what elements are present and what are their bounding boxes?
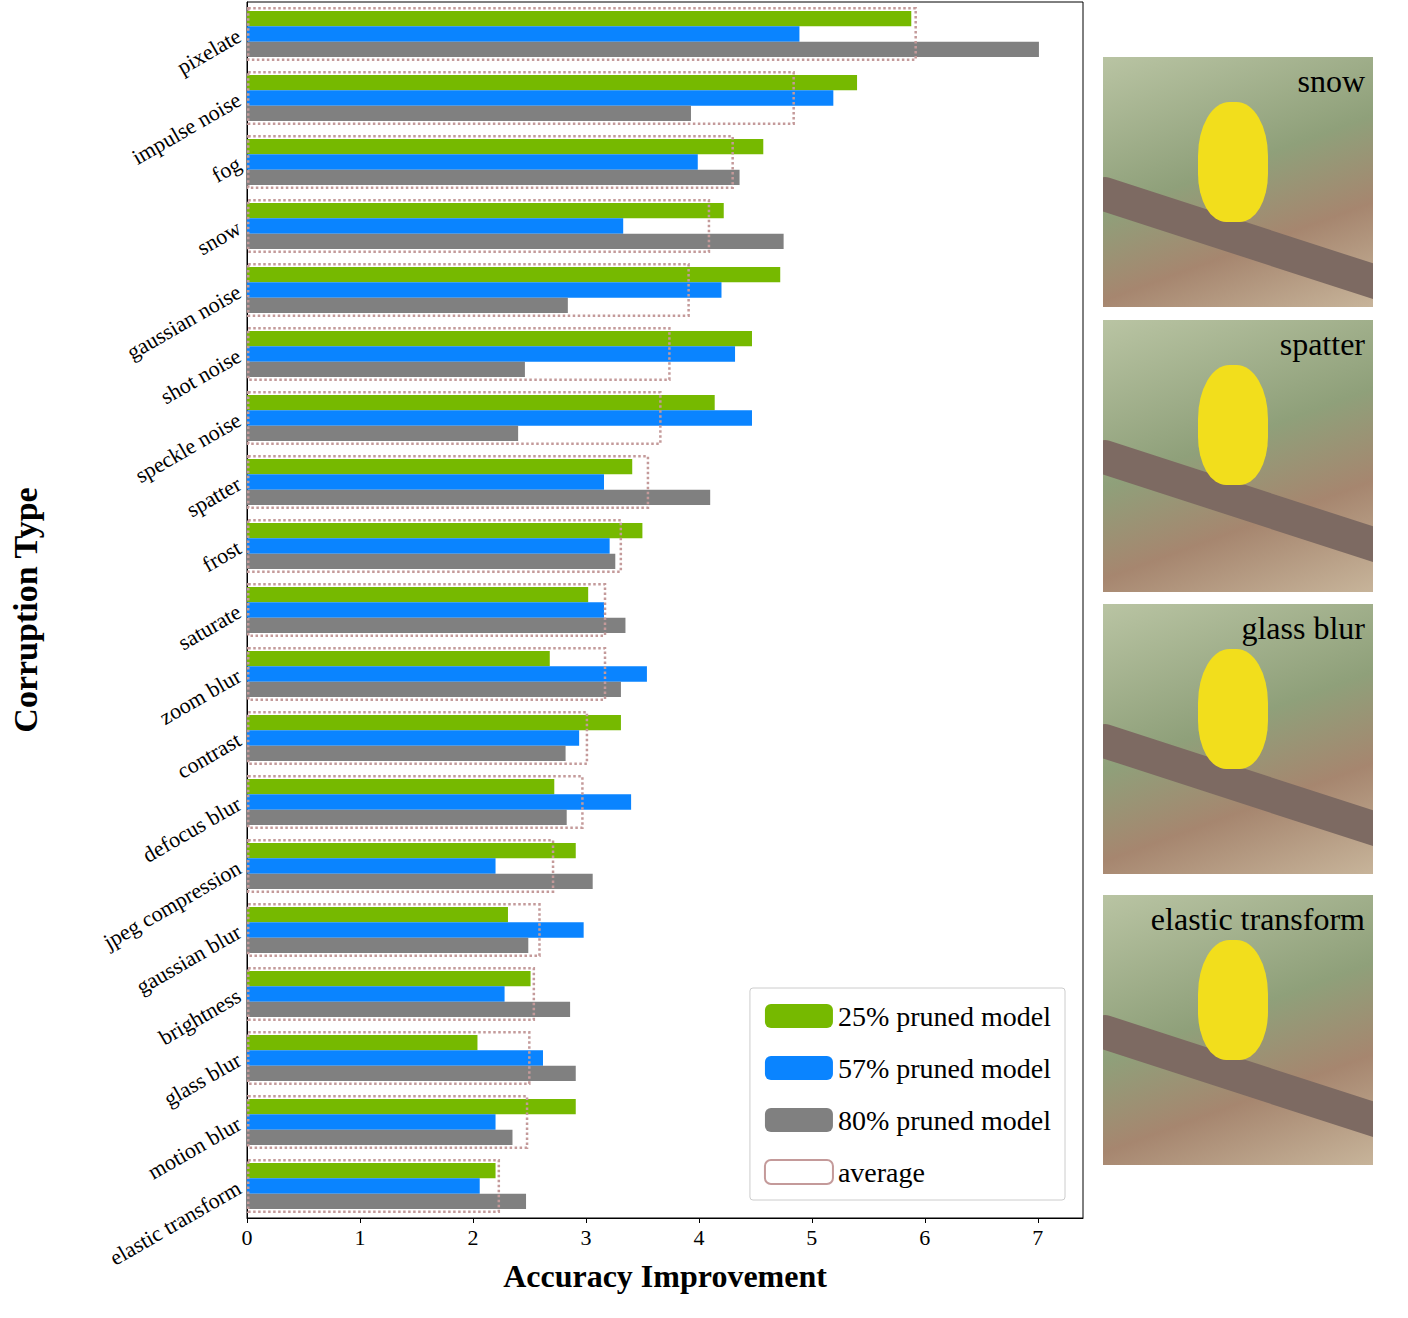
svg-text:gaussian blur: gaussian blur bbox=[131, 919, 246, 1000]
svg-text:brightness: brightness bbox=[154, 983, 245, 1050]
svg-text:57% pruned model: 57% pruned model bbox=[838, 1053, 1051, 1084]
svg-text:80% pruned model: 80% pruned model bbox=[838, 1105, 1051, 1136]
svg-text:contrast: contrast bbox=[172, 727, 245, 783]
svg-text:glass blur: glass blur bbox=[159, 1047, 246, 1111]
svg-text:4: 4 bbox=[693, 1225, 704, 1250]
svg-text:7: 7 bbox=[1032, 1225, 1043, 1250]
svg-text:0: 0 bbox=[242, 1225, 253, 1250]
svg-text:2: 2 bbox=[467, 1225, 478, 1250]
svg-text:gaussian noise: gaussian noise bbox=[122, 279, 246, 365]
svg-text:defocus blur: defocus blur bbox=[138, 791, 246, 868]
svg-text:frost: frost bbox=[198, 535, 245, 577]
svg-text:Corruption Type: Corruption Type bbox=[7, 487, 44, 732]
html-text:glass blur: glass blur bbox=[1241, 610, 1365, 646]
html-text:spatter: spatter bbox=[1279, 326, 1365, 362]
svg-text:1: 1 bbox=[354, 1225, 365, 1250]
svg-text:6: 6 bbox=[919, 1225, 930, 1250]
svg-text:average: average bbox=[838, 1157, 925, 1188]
svg-text:motion blur: motion blur bbox=[143, 1111, 245, 1185]
svg-text:shot noise: shot noise bbox=[156, 343, 245, 409]
svg-text:zoom blur: zoom blur bbox=[155, 663, 246, 730]
svg-text:fog: fog bbox=[207, 151, 245, 187]
svg-text:Accuracy Improvement: Accuracy Improvement bbox=[503, 1258, 827, 1294]
svg-text:spatter: spatter bbox=[182, 471, 246, 522]
svg-text:elastic transform: elastic transform bbox=[105, 1175, 245, 1270]
html-text:elastic transform: elastic transform bbox=[1150, 901, 1365, 937]
svg-text:5: 5 bbox=[806, 1225, 817, 1250]
svg-text:saturate: saturate bbox=[174, 599, 246, 655]
svg-text:25% pruned model: 25% pruned model bbox=[838, 1001, 1051, 1032]
svg-text:pixelate: pixelate bbox=[172, 23, 245, 79]
svg-text:3: 3 bbox=[580, 1225, 591, 1250]
svg-text:speckle noise: speckle noise bbox=[130, 407, 246, 488]
svg-text:impulse noise: impulse noise bbox=[127, 87, 246, 170]
svg-text:jpeg compression: jpeg compression bbox=[99, 855, 246, 955]
svg-text:snow: snow bbox=[193, 215, 246, 260]
html-text:snow: snow bbox=[1297, 63, 1365, 99]
